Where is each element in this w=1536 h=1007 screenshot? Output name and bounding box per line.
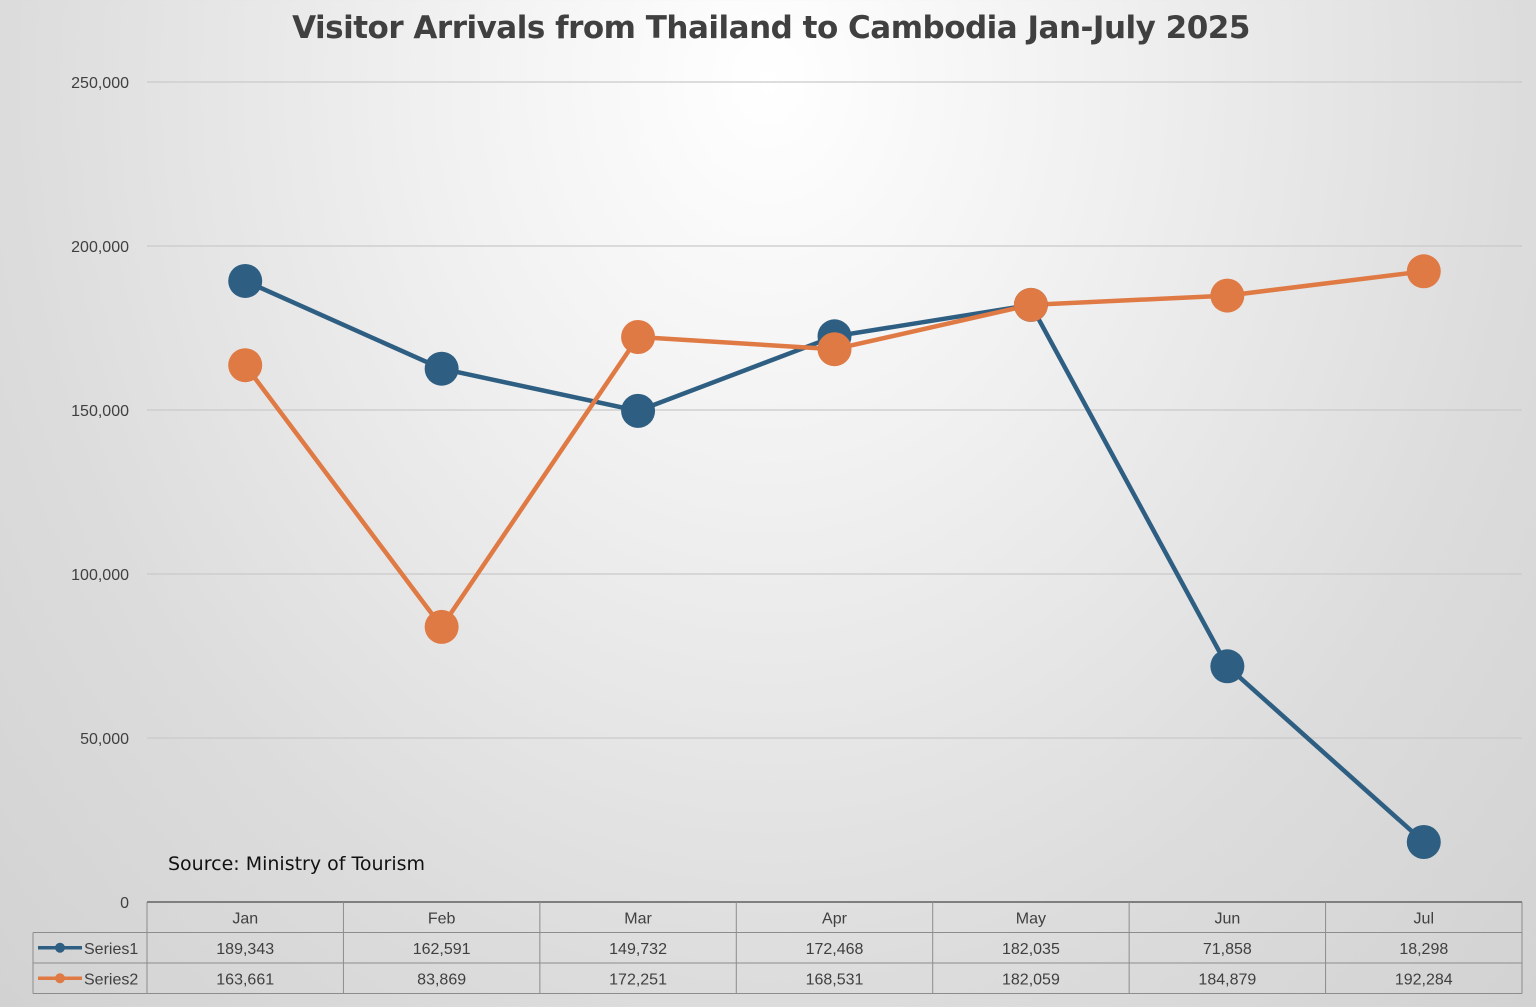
y-tick-label: 200,000: [71, 239, 129, 256]
series-layer: [228, 254, 1441, 859]
category-label: May: [1016, 910, 1046, 927]
data-point-series1: [228, 263, 263, 298]
data-point-series1: [621, 393, 656, 428]
data-point-series1: [1210, 649, 1245, 684]
data-label: 189,343: [216, 941, 274, 958]
gridlines: [147, 81, 1522, 739]
y-tick-label: 150,000: [71, 403, 129, 420]
category-label: Jan: [232, 910, 258, 927]
category-label: Jul: [1414, 910, 1434, 927]
category-label: Apr: [822, 910, 848, 927]
legend-marker-series2: [55, 973, 65, 984]
category-label: Mar: [624, 910, 652, 927]
data-label: 182,035: [1002, 941, 1060, 958]
data-label: 18,298: [1399, 941, 1448, 958]
data-point-series1: [424, 351, 459, 386]
source-note: Source: Ministry of Tourism: [168, 853, 426, 875]
data-label: 184,879: [1198, 971, 1256, 988]
data-point-series2: [1210, 278, 1245, 313]
y-tick-label: 100,000: [71, 567, 129, 584]
data-point-series1: [1406, 824, 1441, 859]
data-label: 71,858: [1203, 941, 1252, 958]
legend-marker-series1: [55, 942, 65, 953]
data-point-series2: [621, 320, 656, 355]
y-axis: 0 50,000 100,000 150,000 200,000 250,000: [71, 75, 129, 912]
category-label: Feb: [428, 910, 456, 927]
data-point-series2: [1406, 254, 1441, 289]
legend-label-series2: Series2: [84, 971, 138, 988]
data-label: 163,661: [216, 971, 274, 988]
data-label: 162,591: [413, 941, 471, 958]
y-tick-label: 0: [120, 895, 129, 912]
data-table: Jan Feb Mar Apr May Jun Jul Series1 189,343 162,5…: [32, 901, 1523, 994]
chart-title: Visitor Arrivals from Thailand to Cambod…: [292, 10, 1250, 46]
legend-label-series1: Series1: [84, 941, 138, 958]
data-point-series2: [228, 348, 263, 383]
category-label: Jun: [1214, 910, 1240, 927]
y-tick-label: 50,000: [80, 731, 129, 748]
y-tick-label: 250,000: [71, 75, 129, 92]
data-label: 182,059: [1002, 971, 1060, 988]
data-label: 168,531: [806, 971, 864, 988]
data-label: 149,732: [609, 941, 667, 958]
data-point-series2: [1013, 287, 1048, 322]
data-point-series2: [817, 332, 852, 367]
data-label: 83,869: [417, 971, 466, 988]
data-label: 192,284: [1395, 971, 1453, 988]
data-label: 172,251: [609, 971, 667, 988]
data-label: 172,468: [806, 941, 864, 958]
data-point-series2: [424, 609, 459, 644]
